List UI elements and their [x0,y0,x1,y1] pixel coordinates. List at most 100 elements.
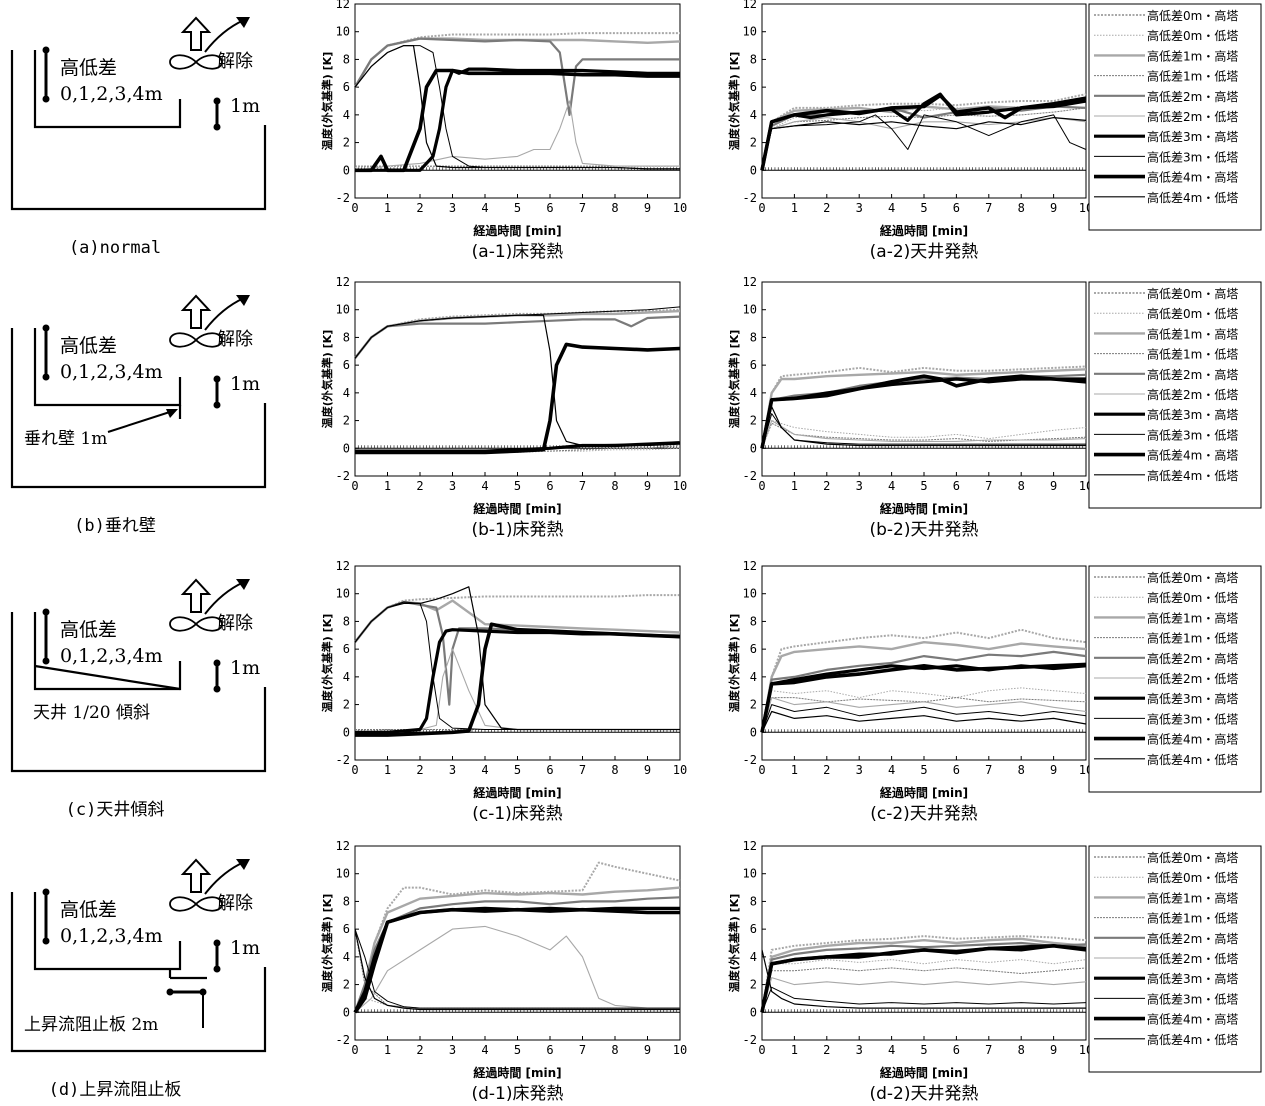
x-tick-label: 8 [1018,201,1025,215]
feature-label: 垂れ壁 1m [24,429,107,449]
y-tick-label: 0 [343,1005,350,1019]
exhaust-arrow-icon [180,578,212,613]
series-line-7 [353,906,680,1013]
y-tick-label: 12 [336,559,350,573]
height-marker-dot [42,888,50,896]
legend-box [1088,845,1262,1073]
legend-label-2: 高低差0m・低塔 [1147,590,1238,605]
height-values-label: 0,1,2,3,4m [60,645,163,667]
legend-label-1: 高低差0m・高塔 [1147,570,1238,585]
y-tick-label: -2 [336,469,350,483]
x-tick-label: 7 [579,201,586,215]
series-line-3 [353,886,681,1013]
release-label: 解除 [217,51,253,72]
x-axis-label: 経過時間 [min] [473,501,561,516]
series-line-3 [760,937,1087,1013]
y-axis-label: 温度(外気基準) [K] [320,330,334,428]
release-arrowhead-icon [236,859,250,870]
series-line-6 [761,697,1087,733]
legend-label-1: 高低差0m・高塔 [1147,286,1238,301]
y-tick-label: 4 [750,108,757,122]
series-line-9 [760,93,1087,171]
height-marker-dot [42,937,50,945]
y-tick-label: 10 [743,867,757,881]
plot-caption: (d-1)床発熱 [471,1084,563,1104]
legend-box [1088,3,1262,231]
x-axis-label: 経過時間 [min] [880,501,968,516]
plot-caption: (c-2)天井発熱 [870,804,978,824]
x-tick-label: 6 [953,1043,960,1057]
x-tick-label: 5 [920,1043,927,1057]
x-tick-label: 0 [351,201,358,215]
outer-room-outline [10,612,267,773]
x-axis-label: 経過時間 [min] [880,223,968,238]
x-tick-label: 2 [823,763,830,777]
legend-label-7: 高低差3m・高塔 [1147,691,1238,706]
exhaust-arrow-icon [180,16,212,51]
height-marker-dot [42,657,50,665]
outer-room-outline [10,892,267,1053]
schematic-none: 高低差 0,1,2,3,4m 1m 解除 (a)normal [10,16,267,258]
series-line-6 [761,420,1087,449]
series-line-6 [354,925,680,1013]
release-arrow-icon [204,19,245,53]
height-marker-dot [42,608,50,616]
height-label: 高低差 [60,619,117,641]
baffle-dimension-dot [166,988,174,996]
fan-icon [169,332,223,348]
legend-label-5: 高低差2m・高塔 [1147,651,1238,666]
x-tick-label: 7 [985,1043,992,1057]
x-axis-label: 経過時間 [min] [473,1065,561,1080]
series-line-3 [354,309,681,359]
y-tick-label: 6 [343,80,350,94]
y-tick-label: 10 [336,587,350,601]
x-tick-label: 9 [644,763,651,777]
x-tick-label: 8 [1018,1043,1025,1057]
x-tick-label: 1 [791,763,798,777]
y-tick-label: 4 [750,386,757,400]
y-tick-label: 0 [343,441,350,455]
x-tick-label: 3 [449,479,456,493]
one-m-marker-dot [213,401,221,409]
series-line-9 [760,943,1087,1013]
x-tick-label: 4 [481,201,488,215]
x-tick-label: 3 [856,1043,863,1057]
series-line-4 [761,107,1087,171]
x-tick-label: 4 [481,763,488,777]
legend-label-4: 高低差1m・低塔 [1147,911,1238,926]
legend-label-1: 高低差0m・高塔 [1147,8,1238,23]
height-label: 高低差 [60,335,117,357]
height-values-label: 0,1,2,3,4m [60,925,163,947]
height-values-label: 0,1,2,3,4m [60,361,163,383]
y-axis-label: 温度(外気基準) [K] [727,894,741,992]
height-marker-dot [42,95,50,103]
x-tick-label: 1 [384,479,391,493]
legend-label-9: 高低差4m・高塔 [1147,448,1238,463]
x-tick-label: 1 [384,1043,391,1057]
y-tick-label: 6 [750,642,757,656]
sloped-ceiling [34,664,181,691]
y-tick-label: 6 [750,922,757,936]
y-tick-label: 2 [343,978,350,992]
y-axis-label: 温度(外気基準) [K] [320,52,334,150]
height-values-label: 0,1,2,3,4m [60,83,163,105]
y-tick-label: 8 [750,52,757,66]
x-tick-label: 5 [514,479,521,493]
legend-label-4: 高低差1m・低塔 [1147,631,1238,646]
schematic-caption: (d)上昇流阻止板 [49,1080,182,1100]
legend-label-6: 高低差2m・低塔 [1147,109,1238,124]
one-m-label: 1m [230,373,260,395]
legend-label-9: 高低差4m・高塔 [1147,1012,1238,1027]
one-m-marker-dot [213,685,221,693]
x-tick-label: 0 [758,201,765,215]
x-tick-label: 9 [1050,479,1057,493]
series-line-10 [354,928,680,1011]
x-tick-label: 10 [673,1043,687,1057]
y-tick-label: 2 [750,978,757,992]
series-line-10 [761,406,1086,449]
x-tick-label: 3 [856,763,863,777]
x-tick-label: 3 [856,479,863,493]
